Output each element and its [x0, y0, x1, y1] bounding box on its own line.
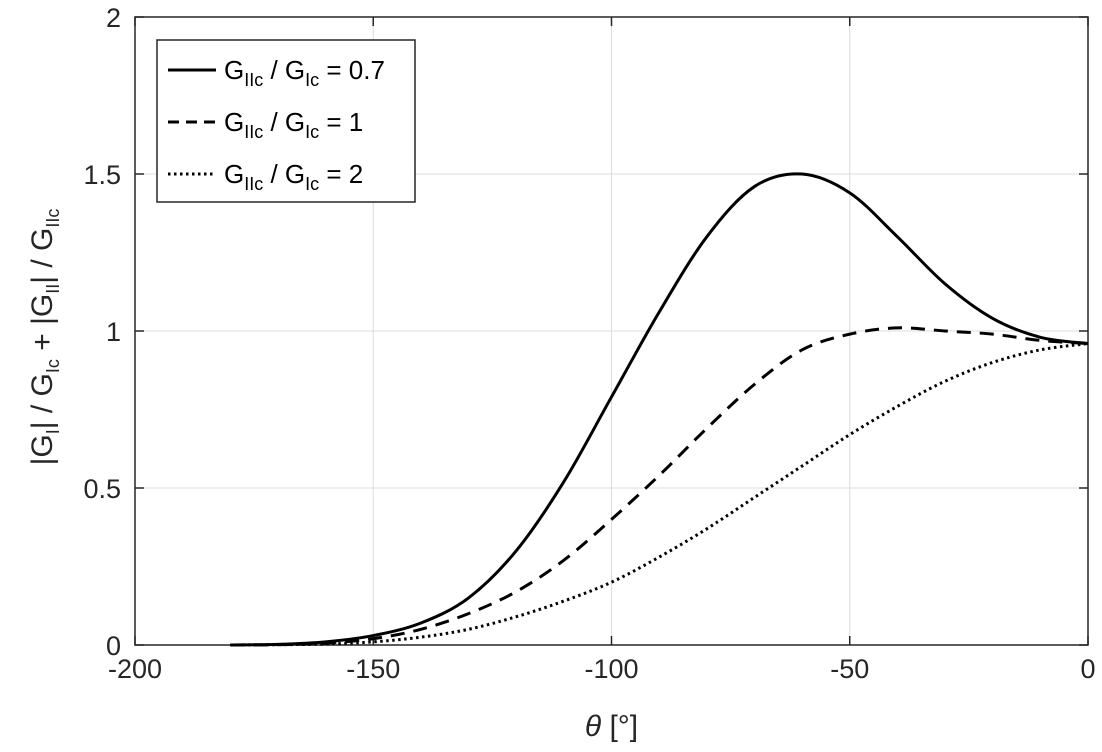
y-tick-label: 1.5: [83, 160, 121, 190]
legend-label: GIIc / GIc = 1: [224, 107, 363, 142]
series-line-1: [230, 172, 1089, 647]
legend: GIIc / GIc = 0.7 GIIc / GIc = 1 GIIc / GIc…: [156, 39, 416, 203]
legend-label: GIIc / GIc = 2: [224, 159, 363, 194]
y-tick-label: 1: [106, 317, 121, 347]
y-tick-label: 0.5: [83, 474, 121, 504]
series-line-2: [230, 326, 1089, 647]
series-lines: [230, 172, 1089, 647]
y-axis-title: |GI| / GIc + |GII| / GIIc: [26, 209, 63, 466]
x-tick-label: -150: [346, 654, 400, 684]
x-tick-label: -100: [584, 654, 638, 684]
legend-label: GIIc / GIc = 0.7: [224, 55, 385, 90]
x-tick-label: -200: [108, 654, 162, 684]
x-axis-title: θ [°]: [585, 710, 638, 743]
y-tick-label: 2: [106, 3, 121, 33]
y-tick-label: 0: [106, 631, 121, 661]
x-tick-label: -50: [830, 654, 869, 684]
axis-ticks: -200 -150 -100 -50 0 0 0.5 1 1.5 2: [83, 3, 1095, 684]
x-tick-label: 0: [1080, 654, 1095, 684]
series-line-3: [230, 342, 1089, 647]
